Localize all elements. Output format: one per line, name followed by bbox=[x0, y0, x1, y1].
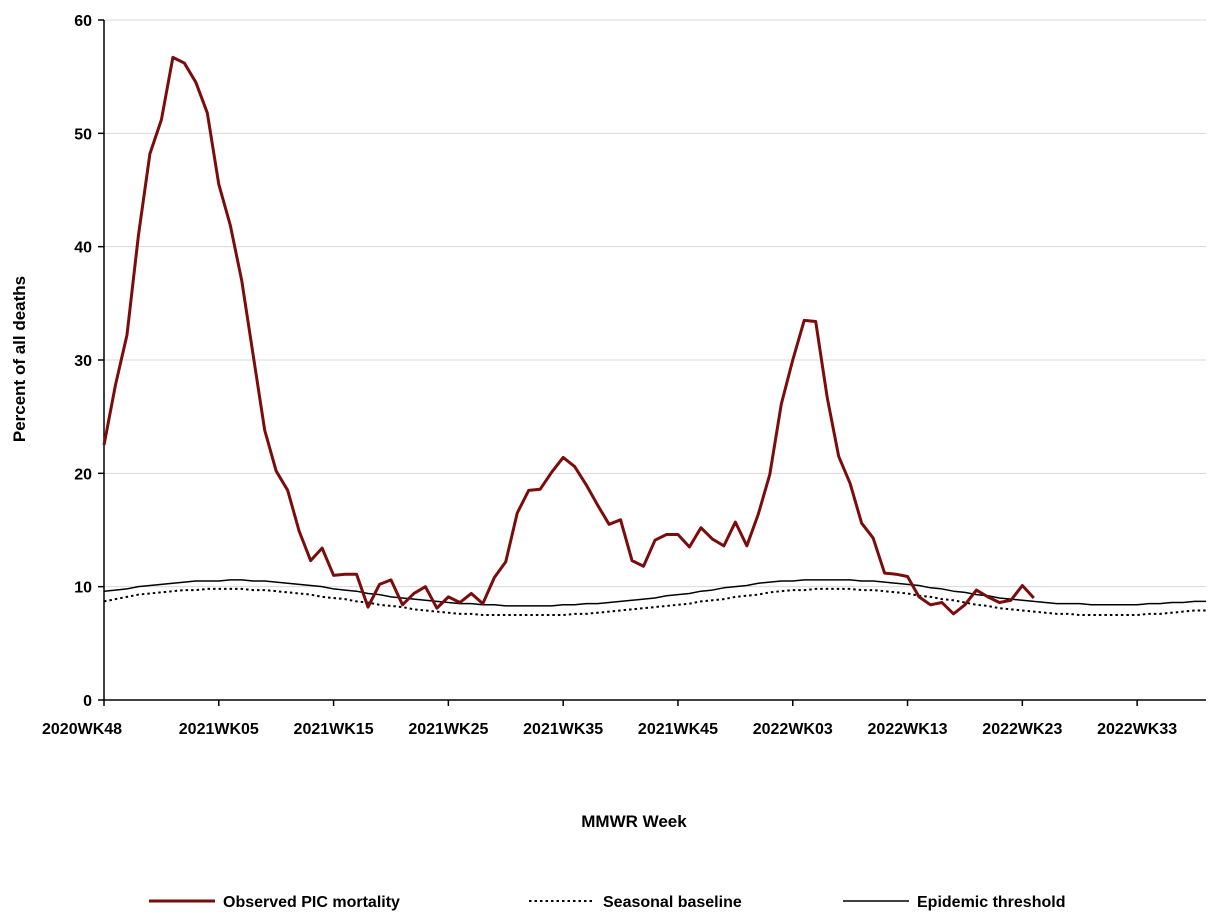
x-tick-label: 2022WK23 bbox=[982, 721, 1062, 738]
legend-label: Seasonal baseline bbox=[603, 894, 742, 911]
y-tick-label: 50 bbox=[74, 126, 92, 143]
x-tick-label: 2021WK45 bbox=[638, 721, 718, 738]
x-tick-label: 2022WK33 bbox=[1097, 721, 1177, 738]
series-line-observed-pic-mortality bbox=[102, 55, 1035, 616]
y-axis-title: Percent of all deaths bbox=[10, 276, 29, 442]
x-tick-label: 2021WK15 bbox=[294, 721, 374, 738]
x-tick-label: 2022WK03 bbox=[753, 721, 833, 738]
y-tick-label: 60 bbox=[74, 13, 92, 30]
x-tick-label: 2020WK48 bbox=[42, 721, 122, 738]
gridlines bbox=[104, 19, 1206, 588]
series-line-epidemic-threshold bbox=[103, 579, 1206, 607]
y-tick-label: 20 bbox=[74, 466, 92, 483]
x-tick-label: 2021WK25 bbox=[408, 721, 488, 738]
y-tick-label: 40 bbox=[74, 240, 92, 257]
x-axis-ticks: 2020WK48 2021WK05 2021WK15 2021WK25 2021WK35… bbox=[42, 700, 1177, 738]
x-tick-label: 2022WK13 bbox=[868, 721, 948, 738]
y-tick-label: 0 bbox=[83, 693, 92, 710]
y-tick-label: 30 bbox=[74, 353, 92, 370]
series-line-seasonal-baseline bbox=[103, 587, 1206, 616]
y-axis-ticks: 0 10 20 30 40 50 60 bbox=[74, 13, 104, 710]
legend: Observed PIC mortality Seasonal baseline E… bbox=[149, 894, 1065, 911]
y-tick-label: 10 bbox=[74, 580, 92, 597]
legend-label: Observed PIC mortality bbox=[223, 894, 400, 911]
legend-label: Epidemic threshold bbox=[917, 894, 1065, 911]
x-tick-label: 2021WK35 bbox=[523, 721, 603, 738]
x-tick-label: 2021WK05 bbox=[179, 721, 259, 738]
series-layer bbox=[102, 55, 1206, 616]
x-axis-title: MMWR Week bbox=[581, 812, 687, 831]
